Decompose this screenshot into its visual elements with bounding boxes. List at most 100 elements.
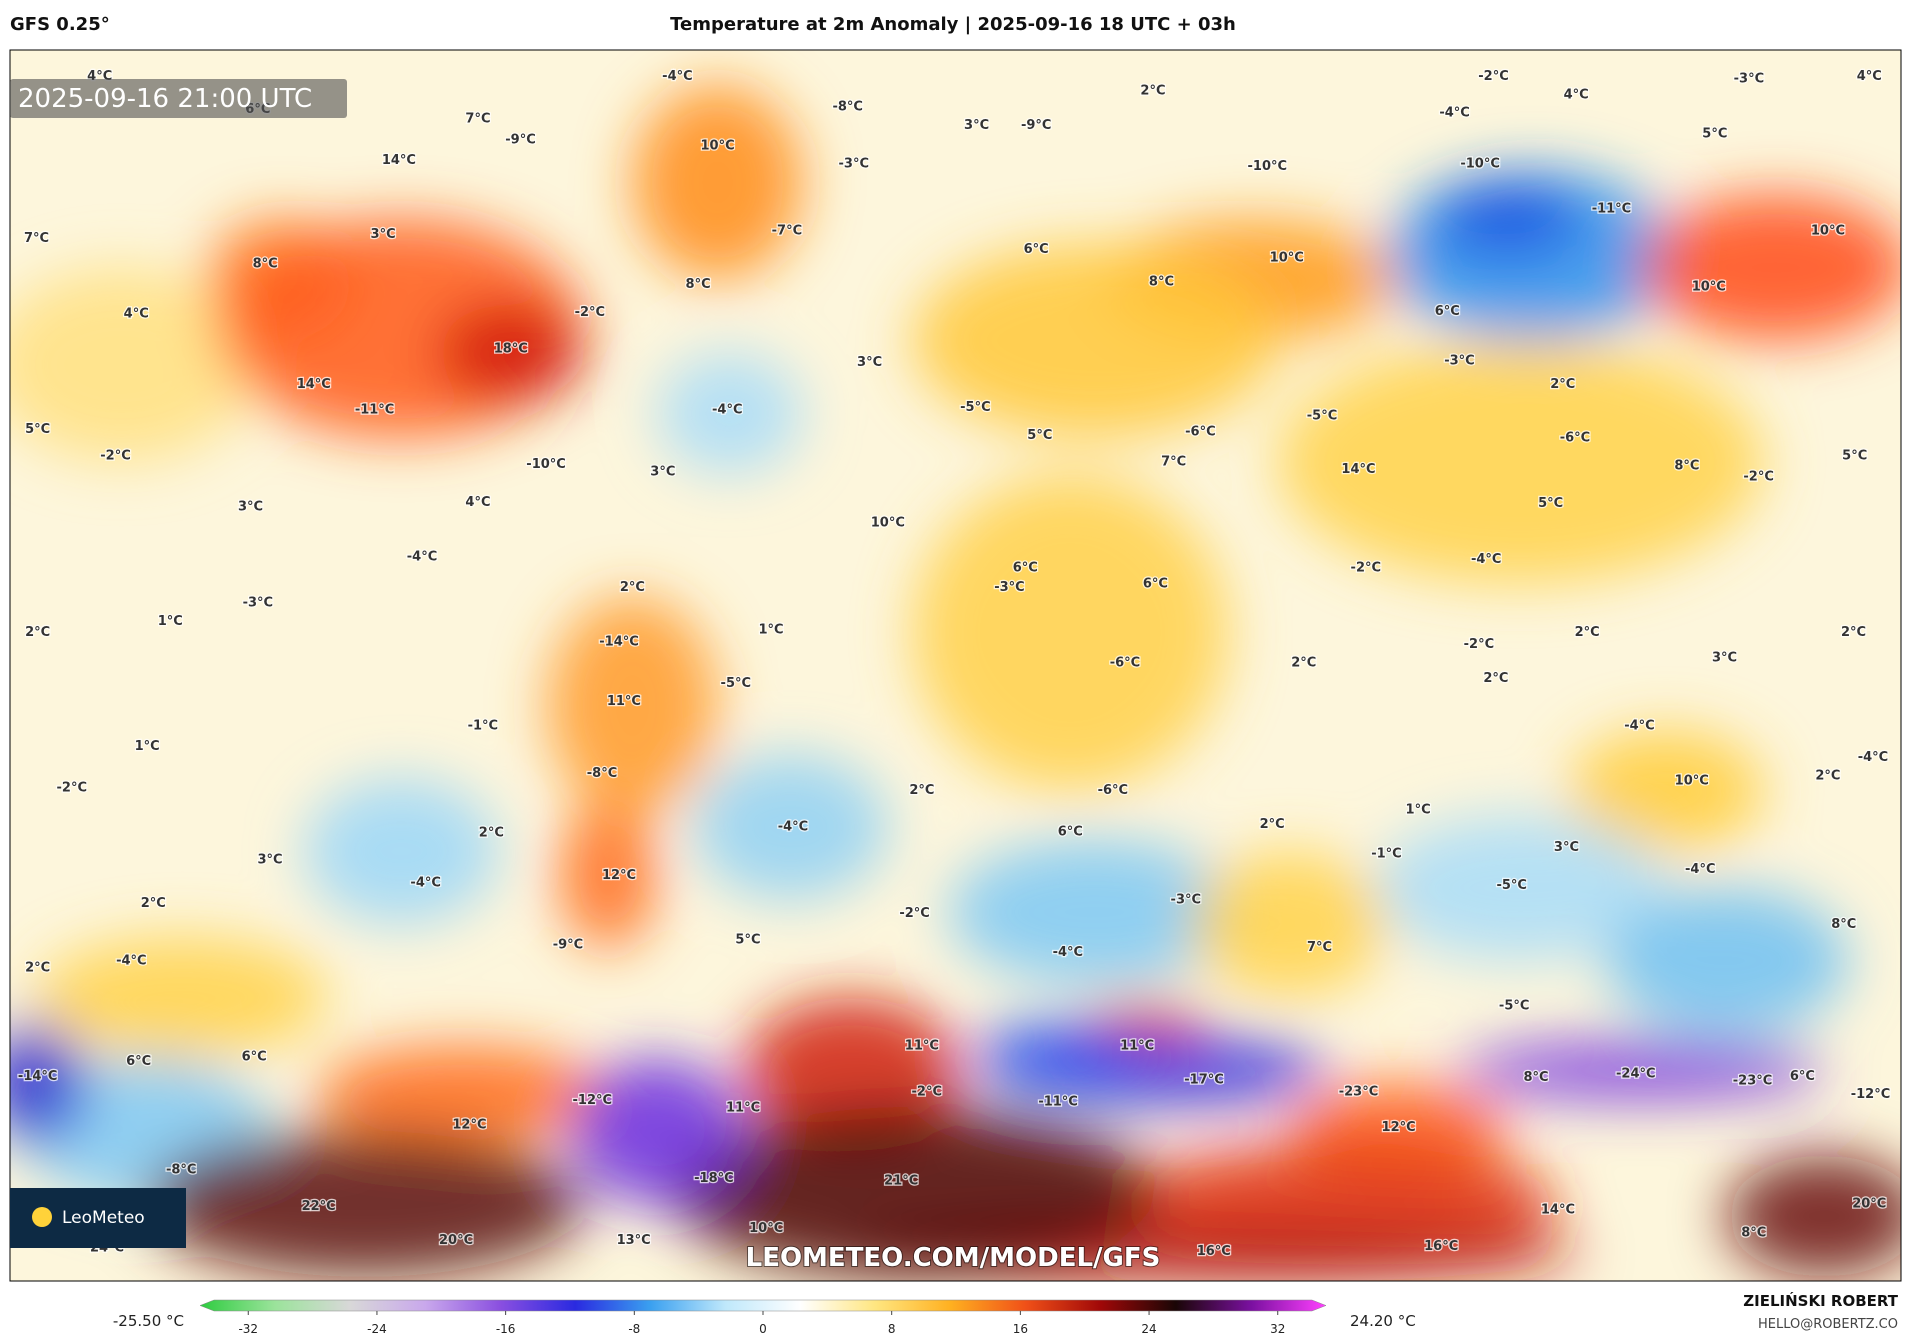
temperature-label: -5°C bbox=[1496, 878, 1526, 893]
temperature-label: 16°C bbox=[1424, 1239, 1458, 1254]
temperature-label: 1°C bbox=[1406, 802, 1431, 817]
temperature-label: 5°C bbox=[1538, 496, 1563, 511]
temperature-label: 6°C bbox=[1143, 576, 1168, 591]
temperature-label: 10°C bbox=[700, 138, 734, 153]
temperature-label: 1°C bbox=[158, 614, 183, 629]
colorbar-tick-label: -8 bbox=[628, 1322, 640, 1336]
temperature-label: -5°C bbox=[1499, 998, 1529, 1013]
temperature-label: 8°C bbox=[1831, 917, 1856, 932]
anomaly-blob bbox=[668, 1106, 1156, 1278]
colorbar-tick-label: 0 bbox=[759, 1322, 767, 1336]
temperature-label: -3°C bbox=[994, 580, 1024, 595]
anomaly-blob bbox=[1191, 851, 1387, 998]
temperature-label: 2°C bbox=[25, 961, 50, 976]
temperature-label: 5°C bbox=[25, 422, 50, 437]
temperature-label: 8°C bbox=[1524, 1070, 1549, 1085]
colorbar: -32 -24 -16 -8 0 8 16 24 32 bbox=[199, 1299, 1327, 1336]
anomaly-blob bbox=[145, 1131, 584, 1278]
temperature-label: -3°C bbox=[1734, 72, 1764, 87]
temperature-label: -3°C bbox=[1171, 892, 1201, 907]
anomaly-blob bbox=[912, 243, 1278, 438]
temperature-label: 16°C bbox=[1197, 1244, 1231, 1259]
anomaly-field bbox=[10, 85, 1901, 1281]
temperature-label: 11°C bbox=[905, 1038, 939, 1053]
colorbar-tick-label: 24 bbox=[1141, 1322, 1156, 1336]
credit-author: ZIELIŃSKI ROBERT bbox=[1743, 1291, 1898, 1310]
model-name: GFS 0.25° bbox=[10, 14, 110, 35]
temperature-label: -4°C bbox=[778, 820, 808, 835]
temperature-label: 11°C bbox=[726, 1100, 760, 1115]
temperature-label: 11°C bbox=[1120, 1038, 1154, 1053]
temperature-label: -2°C bbox=[100, 449, 130, 464]
map-area: 4°C -4°C 2°C -2°C 4°C -3°C 4°C 6°C 7°C -8°C 3°C -9°… bbox=[10, 50, 1901, 1281]
timestamp-box bbox=[10, 79, 347, 118]
anomaly-blob bbox=[571, 1058, 742, 1205]
temperature-label: 14°C bbox=[1541, 1203, 1575, 1218]
temperature-label: -3°C bbox=[243, 596, 273, 611]
temperature-label: 1°C bbox=[135, 739, 160, 754]
anomaly-blob bbox=[36, 936, 329, 1059]
temperature-label: 21°C bbox=[884, 1173, 918, 1188]
temperature-label: 12°C bbox=[602, 868, 636, 883]
temperature-label: -5°C bbox=[1307, 408, 1337, 423]
temperature-label: -4°C bbox=[1858, 750, 1888, 765]
anomaly-blob bbox=[741, 997, 961, 1144]
temperature-label: 3°C bbox=[238, 500, 263, 515]
temperature-label: -14°C bbox=[599, 635, 639, 650]
anomaly-blob bbox=[1435, 182, 1582, 256]
temperature-label: 2°C bbox=[479, 826, 504, 841]
temperature-labels: 4°C -4°C 2°C -2°C 4°C -3°C 4°C 6°C 7°C -8°C 3°C -9°… bbox=[17, 68, 1892, 1260]
temperature-label: -23°C bbox=[1339, 1085, 1379, 1100]
temperature-label: 5°C bbox=[1842, 449, 1867, 464]
temperature-label: -8°C bbox=[587, 766, 617, 781]
anomaly-blob bbox=[1641, 194, 1901, 341]
anomaly-blob bbox=[1459, 1039, 1825, 1101]
temperature-label: 7°C bbox=[24, 231, 49, 246]
temperature-label: -4°C bbox=[410, 875, 440, 890]
temperature-label: -4°C bbox=[662, 69, 692, 84]
temperature-label: -11°C bbox=[355, 402, 395, 417]
temperature-label: 5°C bbox=[1027, 428, 1052, 443]
temperature-label: -2°C bbox=[1743, 469, 1773, 484]
temperature-label: 10°C bbox=[871, 515, 905, 530]
temperature-label: 8°C bbox=[1741, 1226, 1766, 1241]
anomaly-blob bbox=[10, 267, 256, 463]
temperature-label: 2°C bbox=[1260, 817, 1285, 832]
temperature-label: 2°C bbox=[1550, 377, 1575, 392]
temperature-label: 2°C bbox=[620, 580, 645, 595]
temperature-label: 3°C bbox=[257, 852, 282, 867]
temperature-label: -2°C bbox=[575, 305, 605, 320]
temperature-label: -6°C bbox=[1098, 783, 1128, 798]
temperature-label: -8°C bbox=[832, 100, 862, 115]
anomaly-blob bbox=[972, 1021, 1144, 1095]
temperature-label: -7°C bbox=[772, 224, 802, 239]
temperature-label: -23°C bbox=[1733, 1074, 1773, 1089]
temperature-label: 3°C bbox=[1554, 840, 1579, 855]
temperature-label: 6°C bbox=[1790, 1069, 1815, 1084]
temperature-label: 2°C bbox=[909, 783, 934, 798]
colorbar-tick-label: 16 bbox=[1013, 1322, 1028, 1336]
temperature-label: 12°C bbox=[1382, 1120, 1416, 1135]
temperature-label: 13°C bbox=[617, 1233, 651, 1248]
temperature-label: 2°C bbox=[1815, 768, 1840, 783]
temperature-label: 2°C bbox=[1841, 625, 1866, 640]
anomaly-blob bbox=[547, 595, 718, 815]
temperature-label: 3°C bbox=[650, 464, 675, 479]
temperature-label: 14°C bbox=[382, 153, 416, 168]
credit-email: HELLO@ROBERTZ.CO bbox=[1758, 1317, 1898, 1332]
temperature-label: 8°C bbox=[253, 256, 278, 271]
temperature-label: 10°C bbox=[1270, 250, 1304, 265]
temperature-label: -2°C bbox=[1464, 637, 1494, 652]
temperature-label: -4°C bbox=[1053, 945, 1083, 960]
temperature-label: 18°C bbox=[494, 342, 528, 357]
temperature-label: 4°C bbox=[124, 306, 149, 321]
temperature-label: 8°C bbox=[1149, 275, 1174, 290]
temperature-label: -2°C bbox=[912, 1085, 942, 1100]
temperature-label: -17°C bbox=[1184, 1072, 1224, 1087]
temperature-label: 10°C bbox=[749, 1221, 783, 1236]
temperature-label: -12°C bbox=[573, 1093, 613, 1108]
anomaly-blob bbox=[948, 839, 1241, 986]
colorbar-tick-label: 32 bbox=[1270, 1322, 1285, 1336]
anomaly-blob bbox=[10, 1021, 86, 1144]
temperature-label: 6°C bbox=[1024, 242, 1049, 257]
